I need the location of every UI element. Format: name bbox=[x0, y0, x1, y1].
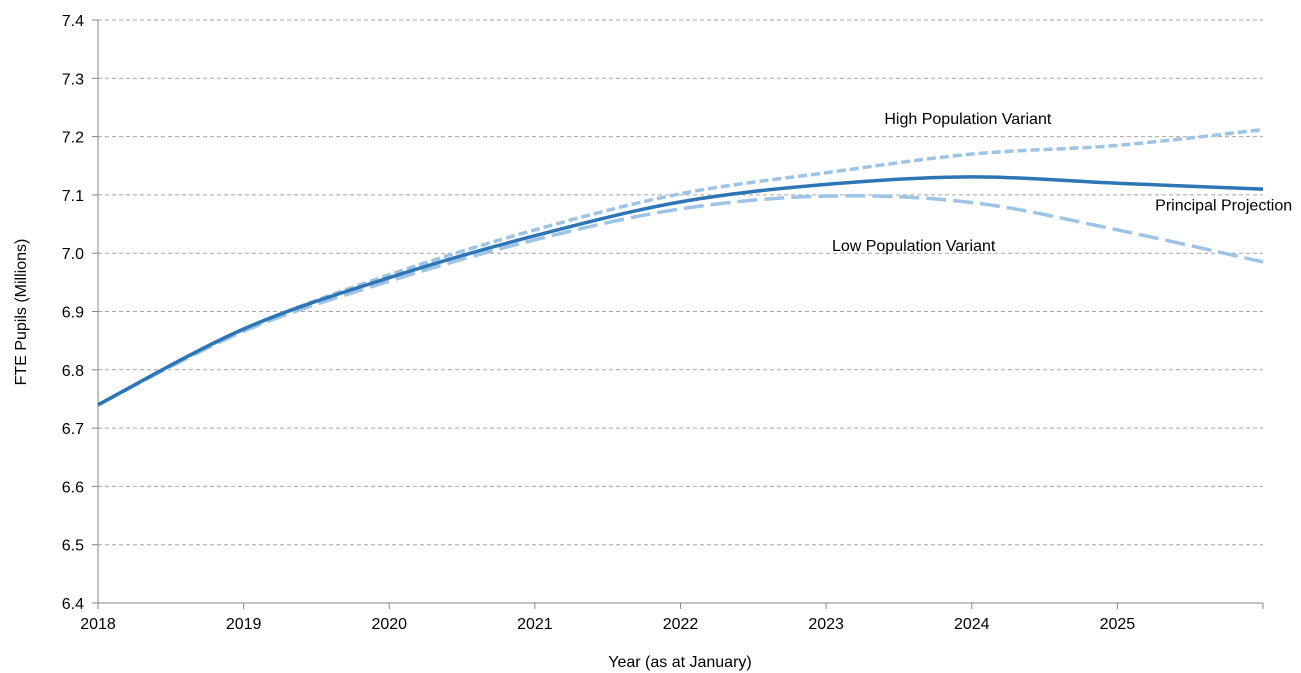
x-tick-label: 2022 bbox=[663, 616, 699, 633]
low-population-variant-label: Low Population Variant bbox=[832, 238, 996, 255]
principal-projection-line bbox=[97, 175, 1264, 407]
x-tick-label: 2020 bbox=[371, 616, 407, 633]
x-axis-title: Year (as at January) bbox=[608, 654, 751, 671]
low-population-variant-line bbox=[97, 194, 1264, 407]
y-tick-label: 6.7 bbox=[62, 421, 84, 438]
principal-projection-label: Principal Projection bbox=[1155, 198, 1292, 215]
y-tick-label: 7.4 bbox=[62, 13, 84, 30]
y-tick-label: 7.0 bbox=[62, 246, 84, 263]
gridlines bbox=[98, 19, 1263, 546]
y-tick-label: 6.6 bbox=[62, 479, 84, 496]
y-tick-label: 6.8 bbox=[62, 363, 84, 380]
y-tick-label: 7.1 bbox=[62, 188, 84, 205]
series-lines bbox=[97, 127, 1264, 407]
y-tick-label: 7.2 bbox=[62, 130, 84, 147]
x-tick-label: 2024 bbox=[954, 616, 990, 633]
series-labels: High Population Variant Low Population Va… bbox=[832, 111, 1292, 255]
y-axis-title: FTE Pupils (Millions) bbox=[13, 239, 30, 386]
high-population-variant-label: High Population Variant bbox=[884, 111, 1051, 128]
y-tick-label: 6.9 bbox=[62, 305, 84, 322]
x-tick-label: 2018 bbox=[80, 616, 116, 633]
y-tick-label: 6.4 bbox=[62, 596, 84, 613]
y-tick-label: 7.3 bbox=[62, 71, 84, 88]
x-tick-label: 2021 bbox=[517, 616, 553, 633]
x-tick-label: 2025 bbox=[1100, 616, 1136, 633]
y-tick-label: 6.5 bbox=[62, 538, 84, 555]
axes: 6.4 6.5 6.6 6.7 6.8 6.9 7.0 7.1 7.2 7.3 7.4 2018 201… bbox=[62, 13, 1264, 633]
x-tick-label: 2019 bbox=[226, 616, 262, 633]
high-population-variant-line bbox=[97, 127, 1264, 407]
x-tick-label: 2023 bbox=[808, 616, 844, 633]
